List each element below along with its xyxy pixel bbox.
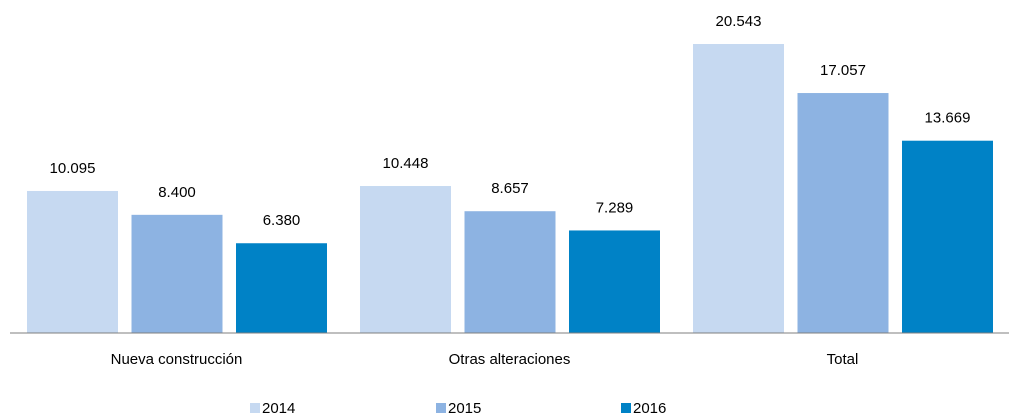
value-label: 7.289 [596,199,634,216]
value-label: 17.057 [820,62,866,79]
x-tick-label: Otras alteraciones [449,351,571,368]
bar [27,190,118,333]
value-label: 8.400 [158,184,196,201]
bar [693,44,784,333]
legend-swatch [436,403,446,413]
bar [360,186,451,333]
x-tick-label: Nueva construcción [111,351,243,368]
bar [131,214,223,333]
legend-swatch [621,403,631,413]
value-label: 10.095 [50,160,96,177]
value-label: 8.657 [491,180,529,197]
x-tick-label: Total [827,351,859,368]
value-label: 20.543 [716,13,762,30]
legend-swatch [250,403,260,413]
bar [569,230,660,333]
bar [236,243,327,333]
legend-label: 2016 [633,400,666,417]
value-label: 13.669 [925,110,971,127]
legend-label: 2015 [448,400,481,417]
legend-label: 2014 [262,400,295,417]
bar [902,140,993,333]
value-label: 10.448 [383,155,429,172]
bar [797,93,889,333]
value-label: 6.380 [263,212,301,229]
bar [464,211,556,333]
